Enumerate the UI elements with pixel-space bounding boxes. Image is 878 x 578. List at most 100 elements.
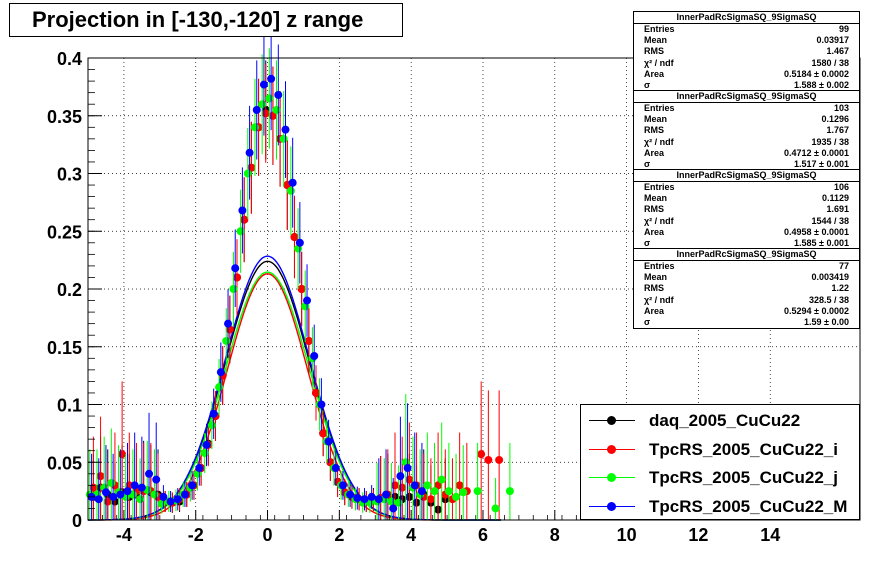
stats-value: 0.1296 (821, 114, 849, 125)
data-point (229, 285, 238, 293)
data-point (290, 233, 299, 242)
legend-entry: TpcRS_2005_CuCu22_j (581, 463, 861, 492)
stats-key: σ (644, 79, 651, 90)
stats-key: Mean (644, 114, 668, 125)
x-tick-label: 14 (760, 525, 780, 545)
data-point (243, 169, 252, 178)
data-point (477, 450, 486, 459)
data-point (444, 487, 453, 496)
stats-value: 1.585 ± 0.001 (794, 237, 849, 248)
stats-title: InnerPadRcSigmaSQ_9SigmaSQ (634, 91, 859, 103)
data-point (250, 123, 259, 132)
data-point (417, 487, 426, 496)
x-tick-label: 2 (334, 525, 344, 545)
y-tick-label: 0.25 (47, 222, 82, 242)
data-point (430, 487, 439, 496)
y-tick-label: 0.15 (47, 338, 82, 358)
stats-key: RMS (644, 283, 664, 294)
data-point (484, 455, 493, 464)
x-tick-label: 8 (550, 525, 560, 545)
stats-key: Area (644, 147, 665, 158)
stats-row: Area 0.5184 ± 0.0002 (634, 69, 859, 80)
data-point (173, 495, 182, 504)
stats-title: InnerPadRcSigmaSQ_9SigmaSQ (634, 12, 859, 24)
stats-value: 328.5 / 38 (808, 294, 849, 305)
data-point (367, 492, 376, 501)
data-point (274, 90, 283, 99)
data-point (303, 296, 312, 305)
x-tick-label: -4 (116, 525, 132, 545)
stats-row: χ² / ndf 1935 / 38 (634, 137, 859, 148)
stats-row: Mean 0.003419 (634, 272, 859, 283)
legend-label: daq_2005_CuCu22 (649, 411, 801, 430)
stats-value: 99 (838, 24, 849, 34)
data-point (279, 134, 288, 143)
legend-label: TpcRS_2005_CuCu22_j (649, 468, 838, 487)
stats-value: 1.691 (826, 204, 849, 215)
stats-row: χ² / ndf 328.5 / 38 (634, 295, 859, 306)
data-point (200, 449, 209, 458)
stats-key: RMS (644, 204, 664, 215)
stats-row: Entries 106 (634, 182, 859, 193)
data-point (136, 495, 145, 504)
stats-row: Entries 103 (634, 103, 859, 114)
data-point (403, 464, 412, 473)
stats-title: InnerPadRcSigmaSQ_9SigmaSQ (634, 170, 859, 182)
stats-key: RMS (644, 125, 664, 136)
stats-row: Mean 0.03917 (634, 35, 859, 46)
data-point (455, 481, 464, 490)
legend-entry: daq_2005_CuCu22 (581, 406, 861, 435)
stats-row: σ 1.59 ± 0.00 (634, 317, 859, 328)
data-point (310, 351, 319, 360)
stats-row: σ 1.517 ± 0.001 (634, 159, 859, 170)
data-point (295, 238, 304, 247)
data-point (434, 481, 443, 490)
data-point (159, 492, 168, 501)
stats-key: Entries (644, 24, 675, 34)
stats-value: 1935 / 38 (811, 136, 849, 147)
data-point (459, 488, 468, 497)
x-tick-label: 4 (406, 525, 416, 545)
data-point (272, 105, 281, 114)
data-point (261, 109, 270, 118)
data-point (245, 148, 254, 157)
data-point (281, 125, 290, 134)
data-point (353, 494, 362, 503)
stats-row: Area 0.4712 ± 0.0001 (634, 148, 859, 159)
stats-value: 0.5184 ± 0.0002 (784, 68, 849, 79)
y-tick-label: 0.05 (47, 453, 82, 473)
data-point (297, 285, 306, 293)
stats-key: Mean (644, 35, 668, 46)
data-point (96, 472, 105, 481)
stats-row: Entries 77 (634, 261, 859, 272)
data-point (452, 492, 461, 501)
stats-key: χ² / ndf (644, 136, 674, 147)
stats-key: Area (644, 68, 665, 79)
stats-key: σ (644, 316, 651, 327)
stats-box: InnerPadRcSigmaSQ_9SigmaSQ Entries 103 Mean… (633, 90, 860, 172)
data-point (238, 206, 247, 215)
data-point (240, 215, 249, 224)
data-point (410, 481, 419, 490)
data-point (437, 475, 446, 484)
x-tick-label: -2 (188, 525, 204, 545)
data-point (312, 388, 321, 397)
data-point (391, 481, 400, 490)
stats-row: RMS 1.691 (634, 204, 859, 215)
data-point (180, 490, 189, 499)
data-point (331, 464, 340, 473)
data-point (216, 368, 225, 377)
data-point (396, 472, 405, 481)
stats-value: 0.1129 (821, 193, 849, 204)
data-point (265, 94, 274, 103)
stats-key: σ (644, 158, 651, 169)
data-point (473, 487, 482, 496)
stats-value: 1.517 ± 0.001 (794, 158, 849, 169)
y-tick-label: 0.3 (57, 165, 82, 185)
stats-row: χ² / ndf 1544 / 38 (634, 216, 859, 227)
stats-value: 1.22 (831, 283, 849, 294)
stats-value: 1.467 (826, 46, 849, 57)
data-point (109, 492, 118, 501)
data-point (338, 481, 347, 490)
data-point (389, 504, 398, 513)
